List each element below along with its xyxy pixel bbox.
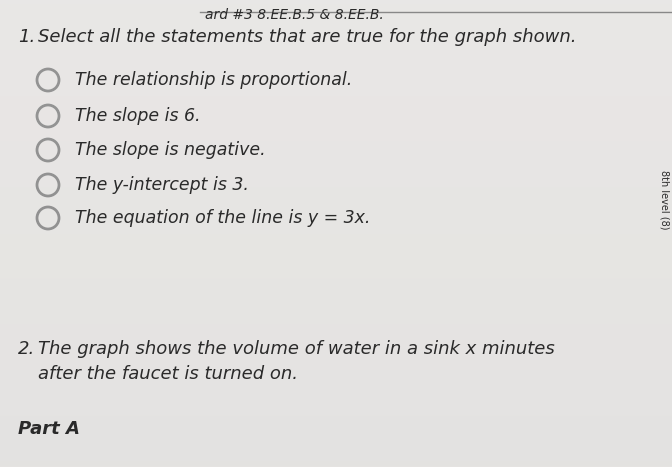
Text: The slope is 6.: The slope is 6. [75, 107, 200, 125]
Text: after the faucet is turned on.: after the faucet is turned on. [38, 365, 298, 383]
Text: ard #3 8.EE.B.5 & 8.EE.B.: ard #3 8.EE.B.5 & 8.EE.B. [205, 8, 384, 22]
Text: 8th level (8): 8th level (8) [660, 170, 670, 230]
Text: 2.: 2. [18, 340, 35, 358]
Text: The y-intercept is 3.: The y-intercept is 3. [75, 176, 249, 194]
Text: The relationship is proportional.: The relationship is proportional. [75, 71, 352, 89]
Text: Select all the statements that are true for the graph shown.: Select all the statements that are true … [38, 28, 577, 46]
Text: The graph shows the volume of water in a sink x minutes: The graph shows the volume of water in a… [38, 340, 555, 358]
Text: 1.: 1. [18, 28, 35, 46]
Text: The slope is negative.: The slope is negative. [75, 141, 265, 159]
Text: Part A: Part A [18, 420, 80, 438]
Text: The equation of the line is y = 3x.: The equation of the line is y = 3x. [75, 209, 370, 227]
